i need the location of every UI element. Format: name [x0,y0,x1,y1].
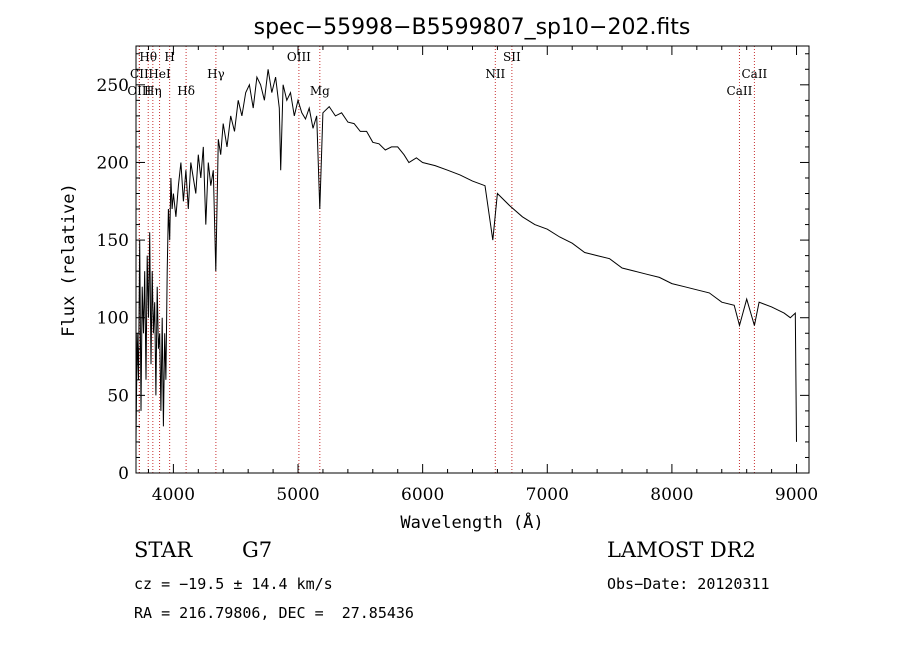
x-axis-label: Wavelength (Å) [400,511,543,533]
emission-line-label: OIII [287,50,311,64]
redshift-velocity: cz = −19.5 ± 14.4 km/s [134,575,333,593]
y-tick-label: 200 [97,153,129,173]
x-tick-label: 8000 [650,485,693,505]
x-tick-label: 7000 [526,485,569,505]
emission-line-label: NII [485,67,505,81]
x-tick-label: 6000 [401,485,444,505]
spectrum-line [135,69,797,442]
y-tick-label: 150 [97,231,129,251]
x-tick-label: 4000 [152,485,195,505]
emission-line-markers [138,46,755,473]
emission-line-label: CaII [741,67,767,81]
y-axis-ticks: 0 50 100 150 200 250 [97,53,809,484]
y-tick-label: 50 [107,386,129,406]
x-axis-ticks: 4000 5000 6000 7000 8000 9000 [147,46,818,505]
emission-line-label: Hθ [139,50,157,64]
emission-line-label: Mg [310,84,330,98]
x-tick-label: 9000 [775,485,818,505]
sky-coordinates: RA = 216.79806, DEC = 27.85436 [134,604,414,622]
y-tick-label: 100 [97,309,129,329]
emission-line-label: Hη [144,84,162,98]
emission-line-label: CaII [727,84,753,98]
emission-line-label: CII [130,67,149,81]
emission-line-label: H [164,50,174,64]
y-tick-label: 0 [118,464,129,484]
object-class: STAR [134,538,193,562]
emission-line-label: OIII [127,84,151,98]
emission-line-label: SII [503,50,521,64]
emission-line-label: Hγ [207,67,225,81]
object-subclass: G7 [242,538,273,562]
y-tick-label: 250 [97,76,129,96]
survey-name: LAMOST DR2 [607,538,756,562]
emission-line-label: Hδ [177,84,195,98]
emission-line-label: HeI [148,67,171,81]
chart-title: spec−55998−B5599807_sp10−202.fits [254,15,691,40]
y-axis-label: Flux (relative) [59,183,79,337]
observation-date: Obs−Date: 20120311 [607,575,770,593]
x-tick-label: 5000 [276,485,319,505]
